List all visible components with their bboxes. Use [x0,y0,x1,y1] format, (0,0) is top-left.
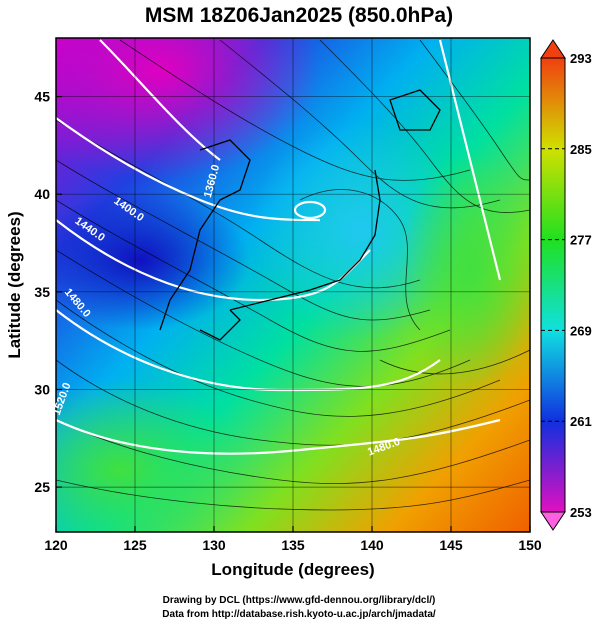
colorbar-tick-label: 277 [570,233,592,248]
streamlines [56,39,530,511]
x-axis-label: Longitude (degrees) [211,560,374,579]
x-tick-label: 140 [360,537,384,553]
y-axis-label: Latitude (degrees) [5,211,24,358]
colorbar-extend [540,39,566,59]
colorbar-scale [540,57,566,513]
y-tick-label: 30 [34,381,50,397]
colorbar-tick-label: 293 [570,51,592,66]
y-tick-label: 40 [34,186,50,202]
contours [56,39,502,455]
x-tick-label: 135 [281,537,305,553]
x-tick-label: 150 [518,537,542,553]
colorbar [540,39,566,531]
colorbar-tick-label: 253 [570,505,592,520]
coastlines [159,89,441,341]
x-tick-label: 145 [439,537,463,553]
y-tick-label: 35 [34,284,50,300]
footer-line: Drawing by DCL (https://www.gfd-dennou.o… [163,595,436,606]
x-tick-label: 125 [123,537,147,553]
field [56,38,530,532]
footer-line: Data from http://database.rish.kyoto-u.a… [162,609,436,620]
colorbar-extend [540,511,566,531]
x-tick-label: 120 [44,537,68,553]
x-tick-label: 130 [202,537,226,553]
y-tick-label: 25 [34,479,50,495]
colorbar-tick-label: 285 [570,142,592,157]
y-tick-label: 45 [34,89,50,105]
colorbar-tick-label: 269 [570,323,592,338]
colorbar-tick-label: 261 [570,414,592,429]
chart-title: MSM 18Z06Jan2025 (850.0hPa) [145,4,453,27]
